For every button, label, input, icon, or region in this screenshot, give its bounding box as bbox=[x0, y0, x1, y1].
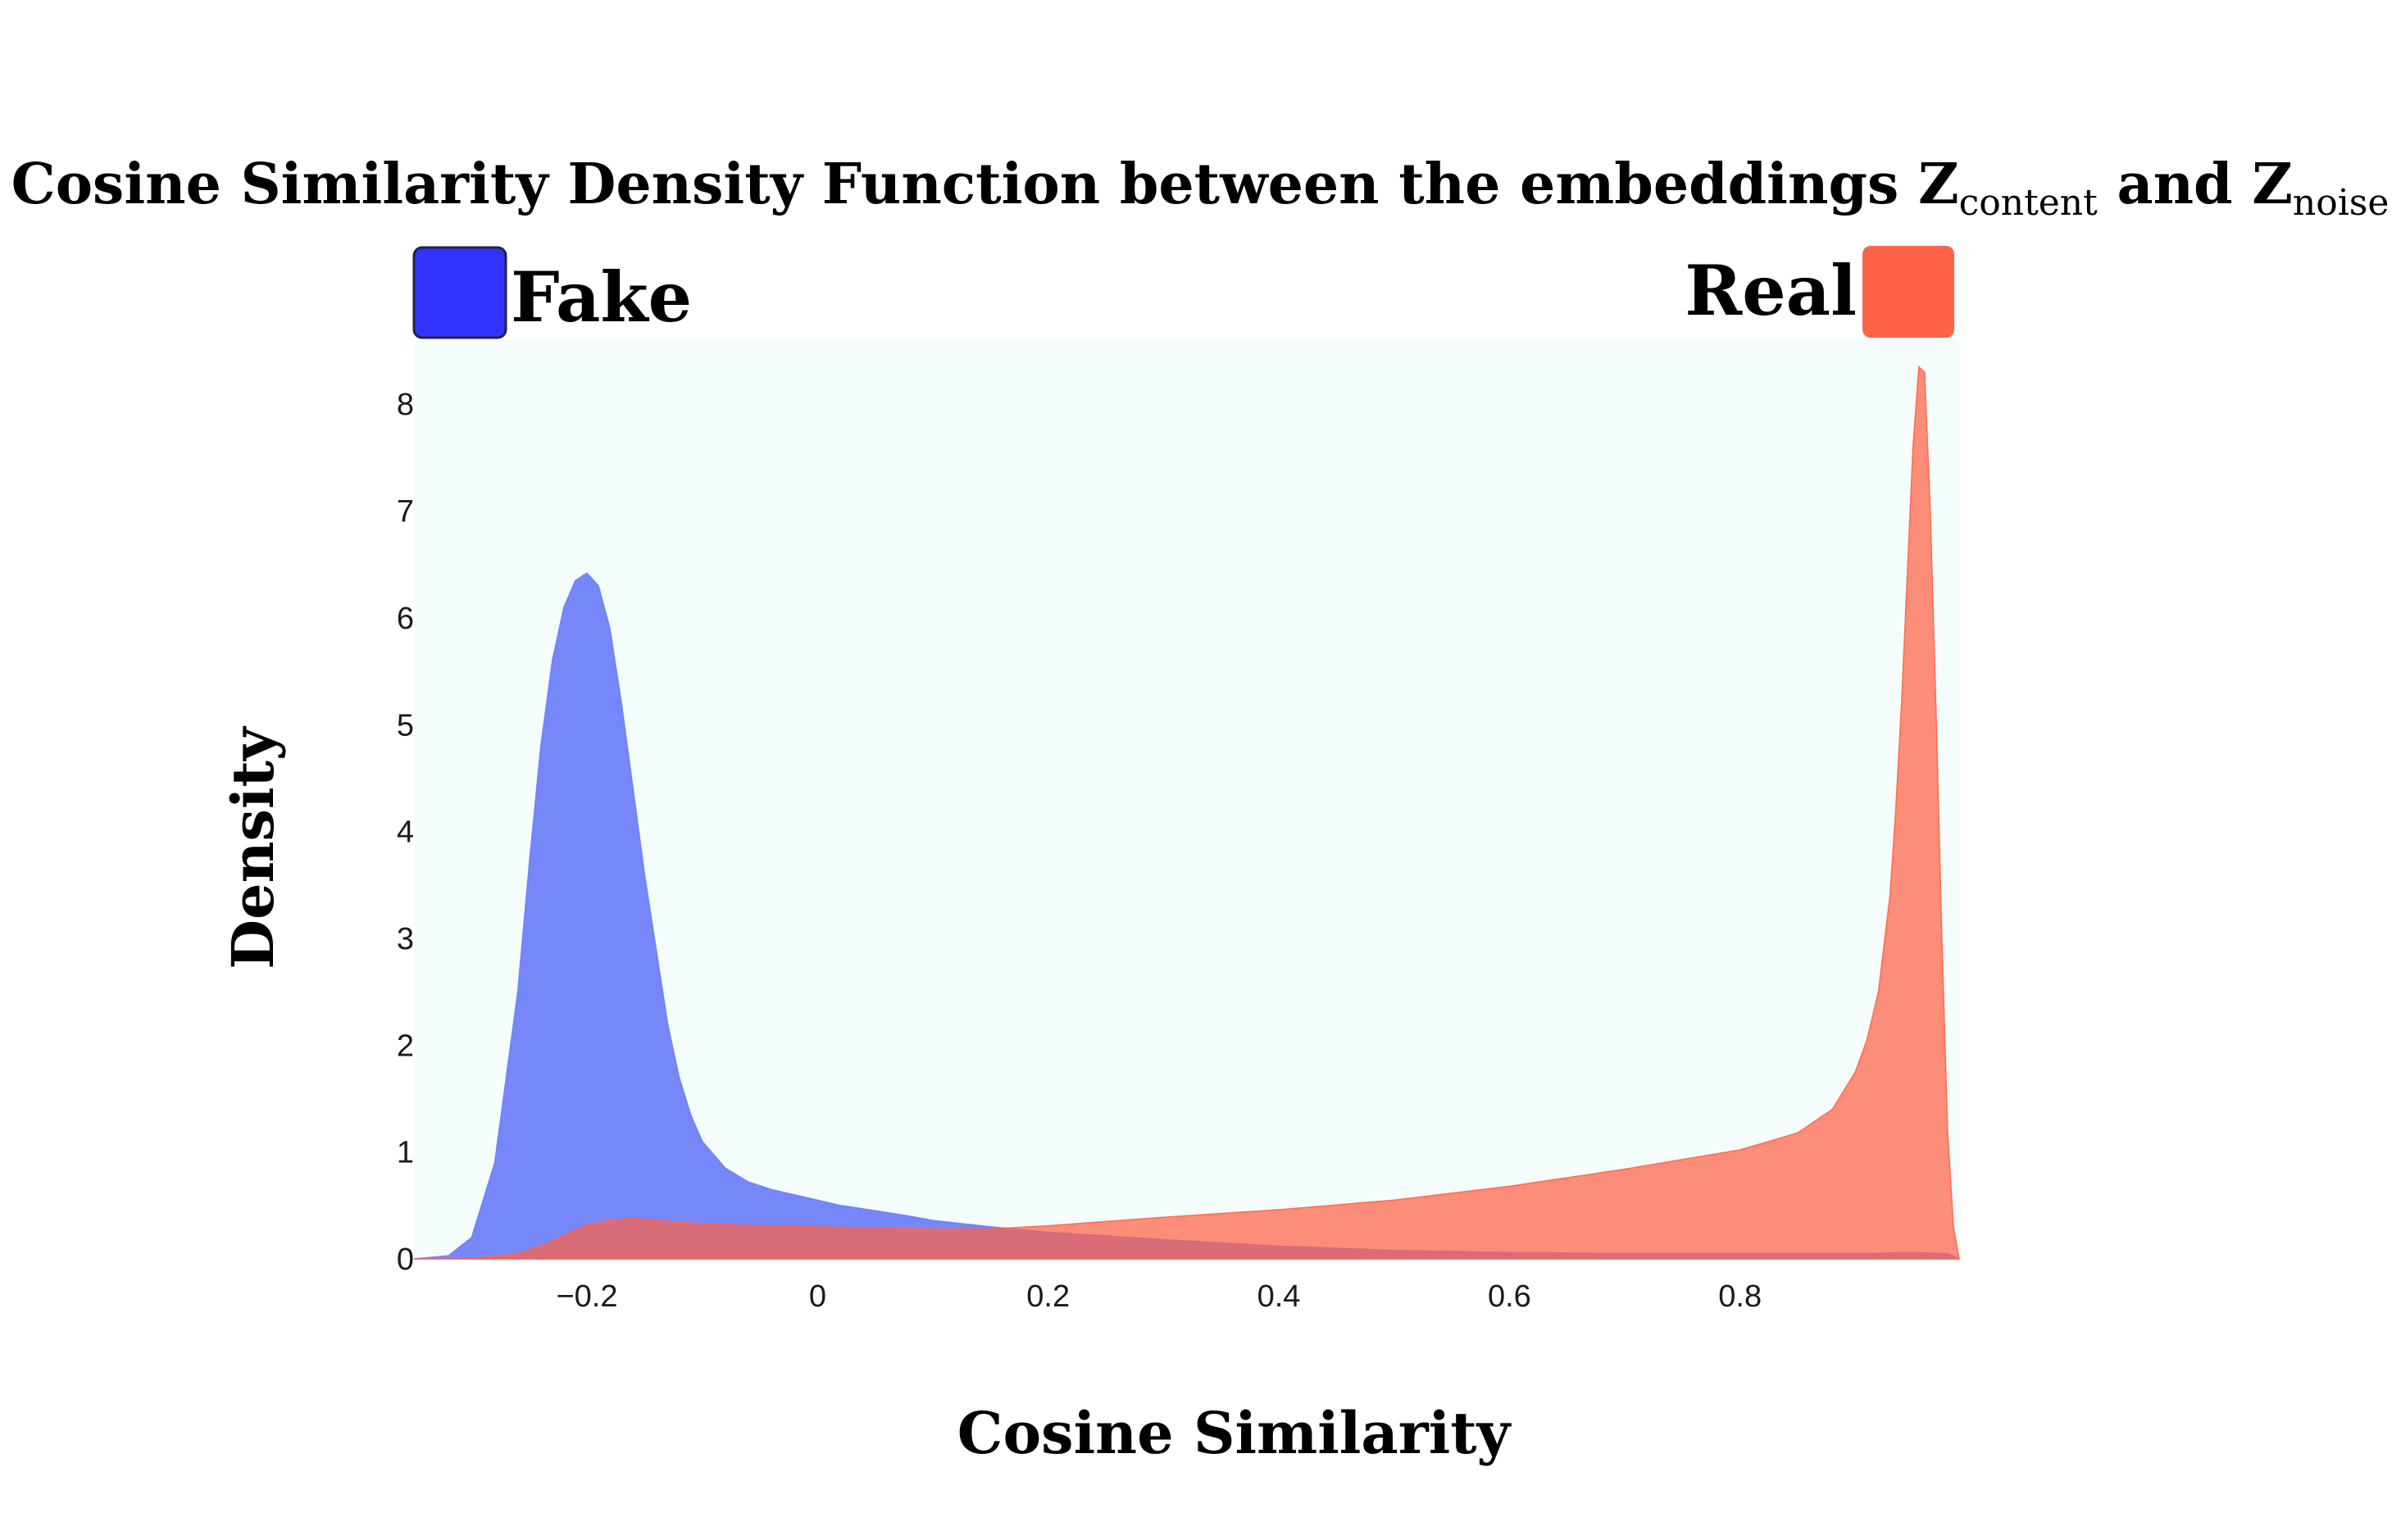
legend-label-real[interactable]: Real bbox=[1685, 250, 1857, 331]
y-tick-label: 1 bbox=[397, 1136, 414, 1170]
x-tick-label: −0.2 bbox=[556, 1279, 617, 1314]
x-tick-label: 0.8 bbox=[1718, 1279, 1762, 1314]
legend: Fake Real bbox=[412, 246, 1954, 339]
legend-swatch-real[interactable] bbox=[1862, 246, 1954, 338]
y-tick-label: 5 bbox=[397, 708, 414, 743]
legend-swatch-fake[interactable] bbox=[412, 246, 507, 339]
title-subscript-a: content bbox=[1959, 182, 2099, 224]
chart-title-main: Cosine Similarity Density Function betwe… bbox=[11, 152, 1899, 217]
y-tick-label: 2 bbox=[397, 1029, 414, 1063]
title-join: and bbox=[2117, 152, 2233, 217]
x-axis-ticks: −0.2 0 0.2 0.4 0.6 0.8 bbox=[556, 1279, 1762, 1314]
chart-title: Cosine Similarity Density Function betwe… bbox=[11, 152, 2390, 224]
x-tick-label: 0.2 bbox=[1026, 1279, 1070, 1314]
y-tick-label: 4 bbox=[397, 815, 414, 850]
x-tick-label: 0.4 bbox=[1257, 1279, 1301, 1314]
y-tick-label: 8 bbox=[397, 388, 414, 422]
y-axis-ticks: 0 1 2 3 4 5 6 7 8 bbox=[397, 388, 414, 1277]
series-real-area[interactable] bbox=[414, 365, 1960, 1260]
title-symbol-a: Z bbox=[1918, 152, 1959, 217]
y-tick-label: 6 bbox=[397, 602, 414, 636]
title-subscript-b: noise bbox=[2293, 182, 2390, 224]
x-tick-label: 0.6 bbox=[1488, 1279, 1531, 1314]
series-layer bbox=[413, 365, 1960, 1260]
y-tick-label: 0 bbox=[397, 1242, 414, 1277]
legend-label-fake[interactable]: Fake bbox=[511, 257, 692, 338]
x-axis-title: Cosine Similarity bbox=[957, 1399, 1512, 1467]
x-tick-label: 0 bbox=[809, 1279, 826, 1314]
y-tick-label: 3 bbox=[397, 922, 414, 956]
title-symbol-b: Z bbox=[2252, 152, 2293, 217]
y-axis-title: Density bbox=[219, 725, 287, 969]
y-tick-label: 7 bbox=[397, 495, 414, 529]
